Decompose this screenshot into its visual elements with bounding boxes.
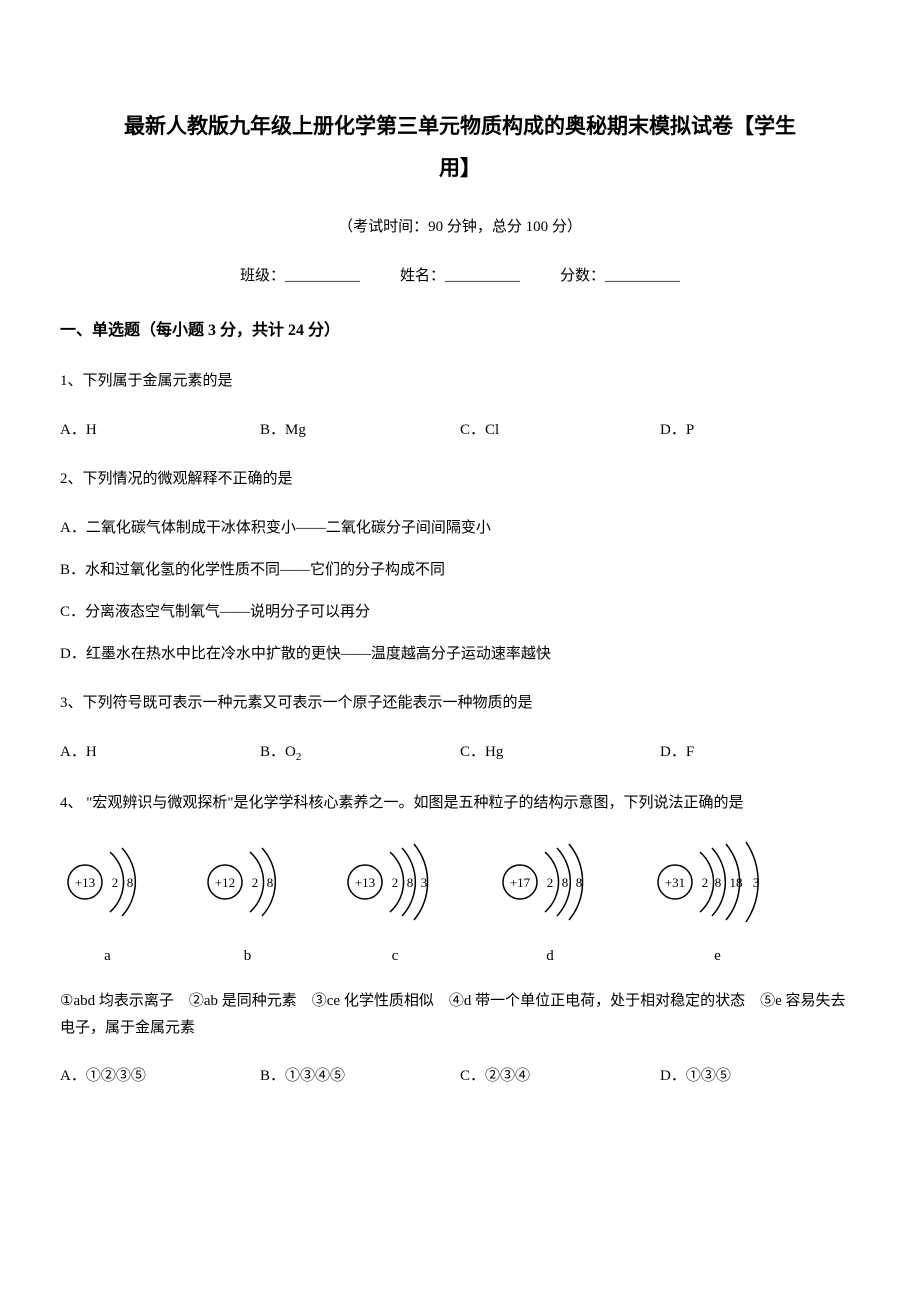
svg-text:2: 2 xyxy=(392,875,399,890)
svg-text:8: 8 xyxy=(562,875,569,890)
score-field: 分数：__________ xyxy=(560,264,680,288)
diagram-d-label: d xyxy=(495,944,605,968)
q2-option-a: A．二氧化碳气体制成干冰体积变小——二氧化碳分子间间隔变小 xyxy=(60,516,860,540)
svg-text:+13: +13 xyxy=(75,875,95,890)
document-title-line2: 用】 xyxy=(60,152,860,186)
section-header: 一、单选题（每小题 3 分，共计 24 分） xyxy=(60,318,860,344)
diagram-c-label: c xyxy=(340,944,450,968)
q4-option-a: A．①②③⑤ xyxy=(60,1064,260,1088)
question-3: 3、下列符号既可表示一种元素又可表示一个原子还能表示一种物质的是 xyxy=(60,691,860,715)
atom-diagram-d-svg: +17 2 8 8 xyxy=(495,840,605,925)
svg-text:+13: +13 xyxy=(355,875,375,890)
atom-diagram-e-svg: +31 2 8 18 3 xyxy=(650,840,785,925)
diagram-a: +13 2 8 a xyxy=(60,840,155,968)
atom-diagram-a-svg: +13 2 8 xyxy=(60,840,155,925)
diagram-b: +12 2 8 b xyxy=(200,840,295,968)
q2-option-c: C．分离液态空气制氧气——说明分子可以再分 xyxy=(60,600,860,624)
q3-option-a: A．H xyxy=(60,740,260,767)
atom-diagram-b-svg: +12 2 8 xyxy=(200,840,295,925)
diagram-d: +17 2 8 8 d xyxy=(495,840,605,968)
svg-text:2: 2 xyxy=(252,875,259,890)
q4-option-d: D．①③⑤ xyxy=(660,1064,860,1088)
q1-option-d: D．P xyxy=(660,418,860,442)
svg-text:2: 2 xyxy=(702,875,709,890)
svg-text:3: 3 xyxy=(421,875,428,890)
svg-text:8: 8 xyxy=(407,875,414,890)
q2-option-d: D．红墨水在热水中比在冷水中扩散的更快——温度越高分子运动速率越快 xyxy=(60,642,860,666)
q4-statements: ①abd 均表示离子 ②ab 是同种元素 ③ce 化学性质相似 ④d 带一个单位… xyxy=(60,988,860,1042)
q3-option-b: B．O2 xyxy=(260,740,460,767)
exam-info: （考试时间：90 分钟，总分 100 分） xyxy=(60,215,860,239)
atom-diagram-c-svg: +13 2 8 3 xyxy=(340,840,450,925)
svg-text:+12: +12 xyxy=(215,875,235,890)
question-3-options: A．H B．O2 C．Hg D．F xyxy=(60,740,860,767)
question-1-options: A．H B．Mg C．Cl D．P xyxy=(60,418,860,442)
form-fields: 班级：__________ 姓名：__________ 分数：_________… xyxy=(60,264,860,288)
q4-option-c: C．②③④ xyxy=(460,1064,660,1088)
svg-text:8: 8 xyxy=(127,875,134,890)
question-2: 2、下列情况的微观解释不正确的是 xyxy=(60,467,860,491)
diagram-e: +31 2 8 18 3 e xyxy=(650,840,785,968)
q1-option-c: C．Cl xyxy=(460,418,660,442)
svg-text:+17: +17 xyxy=(510,875,531,890)
document-title-line1: 最新人教版九年级上册化学第三单元物质构成的奥秘期末模拟试卷【学生 xyxy=(60,110,860,144)
q3-option-c: C．Hg xyxy=(460,740,660,767)
diagram-a-label: a xyxy=(60,944,155,968)
svg-text:2: 2 xyxy=(112,875,119,890)
diagram-c: +13 2 8 3 c xyxy=(340,840,450,968)
name-field: 姓名：__________ xyxy=(400,264,520,288)
q1-option-a: A．H xyxy=(60,418,260,442)
svg-text:8: 8 xyxy=(576,875,583,890)
class-field: 班级：__________ xyxy=(240,264,360,288)
svg-text:2: 2 xyxy=(547,875,554,890)
svg-text:3: 3 xyxy=(753,875,760,890)
q2-option-b: B．水和过氧化氢的化学性质不同——它们的分子构成不同 xyxy=(60,558,860,582)
diagram-e-label: e xyxy=(650,944,785,968)
q1-option-b: B．Mg xyxy=(260,418,460,442)
q4-option-b: B．①③④⑤ xyxy=(260,1064,460,1088)
svg-text:18: 18 xyxy=(730,875,743,890)
q3-option-d: D．F xyxy=(660,740,860,767)
question-4: 4、 "宏观辨识与微观探析"是化学学科核心素养之一。如图是五种粒子的结构示意图，… xyxy=(60,791,860,815)
svg-text:+31: +31 xyxy=(665,875,685,890)
svg-text:8: 8 xyxy=(267,875,274,890)
atom-diagrams: +13 2 8 a +12 2 8 b +13 2 8 3 c xyxy=(60,840,860,968)
question-1: 1、下列属于金属元素的是 xyxy=(60,369,860,393)
diagram-b-label: b xyxy=(200,944,295,968)
question-4-options: A．①②③⑤ B．①③④⑤ C．②③④ D．①③⑤ xyxy=(60,1064,860,1088)
svg-text:8: 8 xyxy=(715,875,722,890)
